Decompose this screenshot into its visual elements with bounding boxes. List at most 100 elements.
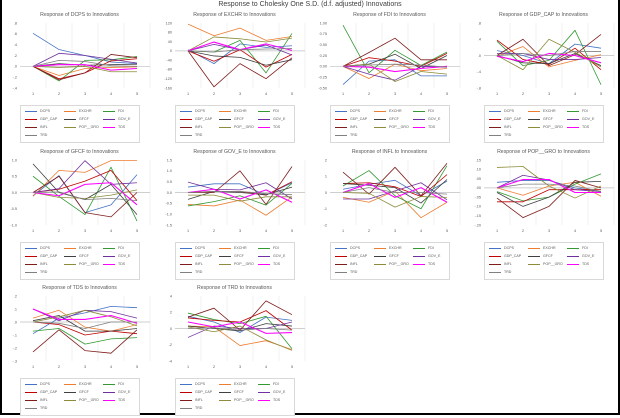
series-line-pop-gro (32, 189, 138, 199)
legend-item: GFCF (219, 390, 244, 394)
series-line-gdp-cap (342, 52, 448, 67)
legend-item: FDI (567, 246, 588, 250)
legend-label: EXCHR (543, 109, 556, 113)
x-tick-label: 5 (136, 365, 138, 369)
legend-item: GDP_CAP (489, 117, 521, 121)
x-tick-label: 5 (291, 229, 293, 233)
chart-title: Response of TRD to Innovations (197, 285, 272, 291)
legend-item: TDS (413, 125, 435, 129)
legend-item: TRD (489, 133, 511, 137)
series-line-infl (32, 329, 138, 354)
legend-label: EXCHR (79, 246, 92, 250)
legend-label: GFCF (79, 390, 89, 394)
legend-swatch (64, 126, 76, 128)
legend-label: DCPS (40, 382, 50, 386)
y-tick-label: .2 (14, 294, 17, 298)
y-tick-label: -.4 (13, 86, 17, 90)
x-tick-label: 4 (110, 229, 112, 233)
legend-item: DCPS (180, 246, 205, 250)
series-line-tds (496, 178, 601, 194)
legend-item: TRD (180, 270, 202, 274)
series-line-tds (32, 182, 138, 206)
series-line-tds (32, 64, 138, 71)
series-line-exchr (187, 23, 293, 41)
legend-item: GFCF (64, 117, 89, 121)
legend-item: EXCHR (528, 109, 556, 113)
legend-swatch (219, 391, 231, 393)
chart-panel: Response of EXCHR to Innovations -160 -120… (157, 10, 312, 145)
legend-label: POP__GRO (79, 262, 99, 266)
series-line-exchr (32, 65, 138, 76)
x-tick-label: 1 (32, 229, 34, 233)
legend-swatch (219, 255, 231, 257)
legend-swatch (180, 391, 192, 393)
legend-label: TRD (195, 406, 203, 410)
legend-label: INFL (195, 262, 203, 266)
legend-swatch (567, 118, 579, 120)
x-tick-label: 4 (574, 229, 576, 233)
legend-label: TDS (118, 262, 126, 266)
chart-title: Response of TDS to Innovations (42, 285, 117, 291)
x-tick-label: 2 (58, 229, 60, 233)
legend-item: EXCHR (64, 109, 92, 113)
legend-item: GDP_CAP (180, 117, 212, 121)
legend-item: GFCF (528, 117, 553, 121)
y-tick-label: -1.0 (165, 212, 172, 216)
legend-swatch (489, 118, 501, 120)
legend-swatch (103, 126, 115, 128)
x-tick-label: 4 (110, 92, 112, 96)
legend-swatch (258, 391, 270, 393)
legend-swatch (64, 255, 76, 257)
chart-legend: DCPS EXCHR FDI GDP_CAP GFCF GOV_E INFL POP__GRO… (484, 105, 604, 143)
legend-label: GDP_CAP (504, 117, 522, 121)
x-tick-label: 2 (58, 92, 60, 96)
legend-label: TDS (118, 125, 126, 129)
legend-swatch (219, 383, 231, 385)
legend-item: INFL (335, 262, 358, 266)
legend-label: TDS (118, 398, 126, 402)
x-tick-label: 3 (84, 229, 86, 233)
legend-item: POP__GRO (219, 398, 254, 402)
legend-label: GFCF (234, 117, 244, 121)
x-tick-label: 1 (187, 229, 189, 233)
x-tick-label: 3 (394, 229, 396, 233)
legend-swatch (528, 247, 540, 249)
chart-plot: -.3 -.2 -.1 .0 .1 .2 1 2 3 4 5 (13, 294, 151, 369)
legend-swatch (528, 110, 540, 112)
legend-swatch (413, 110, 425, 112)
legend-item: INFL (180, 398, 203, 402)
y-tick-label: .4 (478, 38, 481, 42)
x-tick-label: 1 (32, 92, 34, 96)
series-line-fdi (187, 312, 293, 350)
y-tick-label: .15 (476, 158, 481, 162)
series-line-pop-gro (187, 36, 293, 52)
legend-item: FDI (103, 382, 124, 386)
y-tick-label: -.15 (474, 214, 481, 218)
legend-swatch (374, 126, 386, 128)
legend-item: POP__GRO (64, 398, 99, 402)
legend-swatch (25, 391, 37, 393)
legend-item: POP__GRO (528, 125, 563, 129)
legend-swatch (413, 263, 425, 265)
series-line-dcps (32, 305, 138, 335)
legend-item: TRD (25, 133, 47, 137)
legend-item: GOV_E (103, 254, 130, 258)
legend-item: TDS (258, 262, 280, 266)
legend-label: GDP_CAP (40, 254, 58, 258)
series-line-fdi (342, 165, 448, 210)
series-line-gfcf (496, 180, 602, 207)
legend-swatch (413, 247, 425, 249)
legend-label: GFCF (234, 390, 244, 394)
series-line-tds (496, 52, 602, 64)
legend-label: TRD (504, 133, 512, 137)
legend-label: POP__GRO (389, 125, 409, 129)
legend-swatch (25, 134, 37, 136)
series-line-tds (32, 308, 138, 324)
legend-label: GOV_E (582, 117, 595, 121)
y-tick-label: -.1 (13, 333, 17, 337)
legend-item: POP__GRO (219, 262, 254, 266)
x-tick-label: 4 (265, 229, 267, 233)
y-tick-label: 0 (325, 191, 327, 195)
series-line-gov-e (187, 181, 293, 200)
legend-label: POP__GRO (79, 398, 99, 402)
